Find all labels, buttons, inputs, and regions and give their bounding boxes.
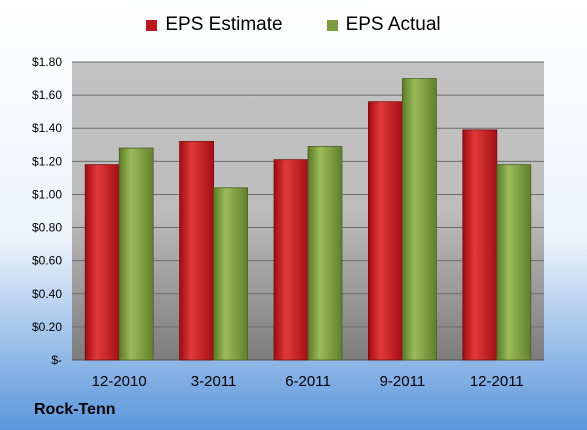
bar-estimate-12-2010 [84, 164, 120, 361]
x-tick-label: 12-2010 [92, 373, 147, 390]
legend-item-actual: EPS Actual [326, 14, 441, 36]
y-tick-label: $0.20 [32, 320, 62, 334]
legend: EPS Estimate EPS Actual [0, 14, 587, 36]
bar-actual-9-2011 [401, 78, 437, 361]
bar-actual-6-2011 [307, 146, 343, 361]
legend-swatch-estimate [146, 19, 158, 31]
y-tick-label: $0.80 [32, 221, 62, 235]
x-tick-label: 6-2011 [285, 373, 331, 390]
y-tick-label: $1.00 [32, 187, 62, 201]
legend-swatch-actual [326, 19, 338, 31]
x-tick-label: 3-2011 [191, 373, 237, 390]
y-tick-label: $0.40 [32, 287, 62, 301]
y-tick-label: $1.80 [32, 55, 62, 69]
y-tick-label: $1.60 [32, 88, 62, 102]
legend-label-estimate: EPS Estimate [165, 14, 283, 35]
bar-actual-3-2011 [213, 187, 249, 361]
bar-estimate-12-2011 [462, 129, 498, 361]
x-tick-label: 9-2011 [380, 373, 426, 390]
y-tick-label: $0.60 [32, 254, 62, 268]
bars [84, 78, 532, 361]
y-tick-label: $- [51, 353, 62, 367]
x-tick-label: 12-2011 [470, 373, 524, 390]
y-axis-ticks: $- $0.20 $0.40 $0.60 $0.80 $1.00 $1.20 $1.40 $1.… [32, 55, 62, 367]
bar-actual-12-2011 [496, 164, 532, 361]
x-axis-labels: 12-2010 3-2011 6-2011 9-2011 12-2011 [92, 373, 524, 390]
bar-estimate-9-2011 [367, 101, 403, 361]
y-tick-label: $1.40 [32, 121, 62, 135]
bar-estimate-3-2011 [179, 141, 215, 361]
company-name: Rock-Tenn [34, 401, 116, 418]
bar-actual-12-2010 [118, 147, 154, 361]
legend-item-estimate: EPS Estimate [146, 14, 283, 36]
y-tick-label: $1.20 [32, 154, 62, 168]
bar-estimate-6-2011 [273, 159, 309, 361]
legend-label-actual: EPS Actual [345, 14, 441, 35]
